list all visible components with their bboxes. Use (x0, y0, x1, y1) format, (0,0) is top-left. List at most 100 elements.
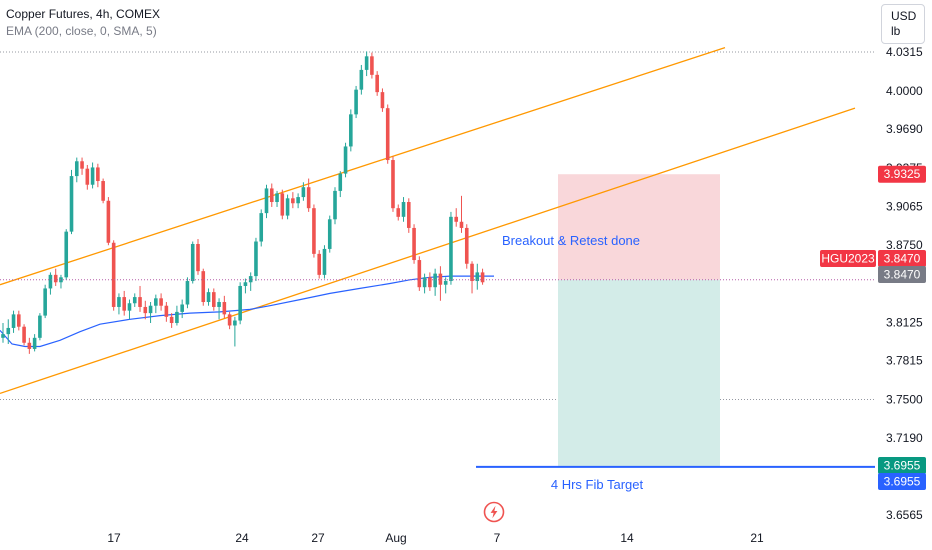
candlestick-series (1, 51, 485, 354)
candle-body (449, 216, 453, 282)
candle-body (196, 243, 200, 272)
entry-price-tag: 3.8470 (878, 250, 926, 267)
candle (317, 250, 321, 279)
candle (312, 204, 316, 258)
candle-body (201, 271, 206, 303)
candle (59, 274, 63, 289)
candle-body (296, 197, 300, 204)
time-axis[interactable]: 17 24 27 Aug 7 14 21 (107, 531, 764, 545)
price-axis[interactable]: 4.03154.00003.96903.93753.90653.87503.81… (886, 45, 923, 522)
candle-body (254, 241, 258, 277)
channel-line-2[interactable] (0, 107, 856, 395)
candle (43, 284, 47, 319)
candle (190, 241, 195, 284)
candle (422, 273, 427, 294)
candle (470, 261, 474, 294)
candle (296, 193, 300, 209)
candle-body (454, 216, 459, 222)
candle-body (74, 161, 79, 177)
candle-body (480, 272, 485, 283)
candle (396, 204, 401, 221)
target-line-tag-text: 3.6955 (884, 475, 921, 489)
candle-body (438, 273, 443, 285)
candle-body (32, 337, 37, 349)
candle (459, 195, 464, 233)
candle-body (1, 334, 5, 338)
unit-label: lb (891, 24, 901, 38)
candle-body (280, 193, 285, 216)
chart-title: Copper Futures, 4h, COMEX (6, 7, 161, 21)
candle-body (27, 342, 32, 349)
candle-body (349, 114, 353, 147)
candle (6, 319, 11, 344)
candle-body (317, 253, 321, 275)
candle (275, 190, 279, 207)
candle-body (190, 243, 195, 282)
candle-body (354, 89, 358, 115)
candle (428, 272, 432, 291)
symbol-tag-bg (820, 250, 876, 267)
candle (370, 52, 374, 79)
candle (417, 256, 422, 291)
candle-body (212, 292, 216, 307)
candle-body (164, 305, 169, 317)
time-tick-label: 17 (107, 531, 121, 545)
candle-body (127, 303, 132, 311)
candle (80, 157, 84, 175)
currency-unit-button[interactable]: USD lb (881, 4, 925, 44)
candle-body (6, 327, 11, 335)
candle-body (417, 260, 422, 288)
time-tick-label: 21 (750, 531, 764, 545)
flash-icon[interactable] (483, 501, 505, 523)
candle-body (132, 297, 137, 304)
candle (269, 183, 274, 207)
candle (206, 288, 211, 306)
candle-body (322, 248, 327, 275)
candle (159, 293, 163, 311)
price-tags: 3.9325 HGU2023 3.8470 3.8470 3.6955 3.6955 (820, 165, 926, 490)
candle (322, 245, 327, 279)
candle-body (385, 108, 390, 161)
channel-line-1[interactable] (0, 47, 726, 286)
candle (69, 169, 74, 235)
candle-body (301, 187, 306, 198)
candle (454, 208, 459, 227)
candle (111, 240, 116, 311)
candle-body (22, 326, 26, 343)
price-tick-label: 3.7500 (886, 393, 923, 407)
candle (259, 209, 264, 247)
last-price-tag-text: 3.8470 (884, 268, 921, 282)
target-price-tag-text: 3.6955 (884, 459, 921, 473)
candle (449, 211, 453, 285)
candle-body (359, 69, 364, 90)
candle (32, 334, 37, 352)
candle (412, 224, 416, 264)
candle-body (106, 200, 111, 243)
target-annotation[interactable]: 4 Hrs Fib Target (551, 477, 644, 492)
candle-body (370, 56, 374, 75)
price-tick-label: 3.7190 (886, 431, 923, 445)
candle-body (291, 198, 295, 204)
candle (201, 268, 206, 306)
candle (380, 88, 385, 112)
candle-body (69, 176, 74, 232)
price-tick-label: 4.0315 (886, 45, 923, 59)
price-tick-label: 3.6565 (886, 508, 923, 522)
candle-body (17, 314, 21, 327)
candle-body (306, 187, 311, 209)
candle-body (327, 219, 332, 249)
time-tick-label: 7 (494, 531, 501, 545)
price-tick-label: 3.9690 (886, 122, 923, 136)
candle (306, 178, 311, 212)
candle-body (80, 161, 84, 169)
retest-annotation[interactable]: Breakout & Retest done (502, 233, 640, 248)
trend-channel[interactable] (0, 47, 856, 395)
candle-body (38, 315, 42, 338)
candle (406, 198, 411, 233)
take-profit-zone[interactable] (558, 279, 720, 467)
candle-body (217, 302, 221, 307)
candle-body (406, 202, 411, 228)
target-price-tag: 3.6955 (878, 457, 926, 474)
stop-loss-zone[interactable] (558, 174, 720, 280)
